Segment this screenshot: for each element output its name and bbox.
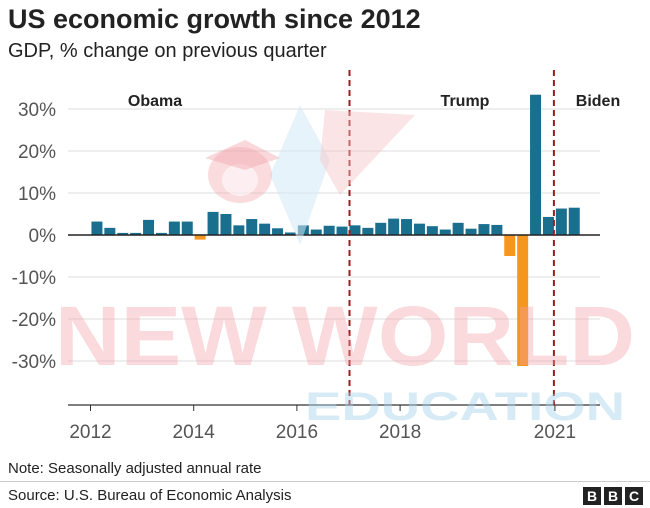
bbc-logo-letter: B [604, 487, 622, 505]
y-tick-label: 20% [18, 142, 56, 163]
source-credit: Source: U.S. Bureau of Economic Analysis [8, 487, 292, 504]
gdp-bar [517, 235, 529, 367]
x-tick-label: 2021 [534, 422, 576, 443]
gdp-bar [465, 228, 477, 235]
gdp-bar [555, 208, 567, 235]
y-tick-label: -20% [12, 310, 56, 331]
gdp-bar [297, 225, 309, 235]
footer-divider [0, 481, 650, 482]
administration-label: Trump [441, 93, 490, 110]
gdp-bar [259, 223, 271, 235]
y-tick-label: 0% [29, 226, 57, 247]
bbc-logo-letter: C [625, 487, 643, 505]
gdp-bar [530, 94, 542, 235]
gdp-bar [155, 232, 167, 235]
gdp-bar [478, 224, 490, 235]
gdp-bar [310, 229, 322, 235]
gdp-bar [323, 225, 335, 235]
administration-label: Obama [128, 93, 182, 110]
y-tick-label: -30% [12, 352, 56, 373]
gdp-bar [194, 235, 206, 240]
y-tick-label: -10% [12, 268, 56, 289]
x-tick-label: 2016 [276, 422, 318, 443]
gdp-bar [439, 229, 451, 235]
x-tick-label: 2014 [173, 422, 216, 443]
gdp-bar [542, 216, 554, 235]
gdp-bar [246, 219, 258, 235]
gdp-bar [104, 227, 116, 235]
x-tick-label: 2012 [69, 422, 111, 443]
gdp-bar [388, 218, 400, 235]
gdp-bar [336, 226, 348, 235]
gdp-bar [349, 225, 361, 235]
chart-subtitle: GDP, % change on previous quarter [8, 40, 327, 62]
gdp-bar [220, 214, 232, 235]
gdp-bar [272, 228, 284, 235]
y-tick-label: 10% [18, 184, 56, 205]
gdp-bar [233, 225, 245, 235]
gdp-bar [452, 222, 464, 235]
gdp-bar [362, 227, 374, 235]
gdp-bar [168, 221, 180, 235]
x-tick-label: 2018 [379, 422, 421, 443]
gdp-bar [143, 219, 155, 235]
gdp-bar [375, 222, 387, 235]
chart-title: US economic growth since 2012 [8, 4, 421, 34]
gdp-bar [207, 211, 219, 235]
chart-note: Note: Seasonally adjusted annual rate [8, 460, 262, 477]
y-tick-label: 30% [18, 100, 56, 121]
gdp-bar [426, 226, 438, 235]
gdp-bar [568, 207, 580, 235]
gdp-bar [91, 221, 103, 235]
administration-label: Biden [576, 93, 620, 110]
gdp-bar [413, 223, 425, 235]
gdp-bar [491, 224, 503, 235]
gdp-bar [504, 235, 516, 256]
bbc-logo: B B C [583, 487, 643, 505]
gdp-growth-chart: 30% 20% 10% 0% -10% -20% -30% 2012 2014 2016 2018 2… [12, 70, 620, 443]
gdp-bar [181, 221, 193, 235]
gdp-bar [117, 232, 129, 235]
gdp-bar [401, 219, 413, 235]
gdp-bar [130, 232, 142, 235]
bbc-logo-letter: B [583, 487, 601, 505]
